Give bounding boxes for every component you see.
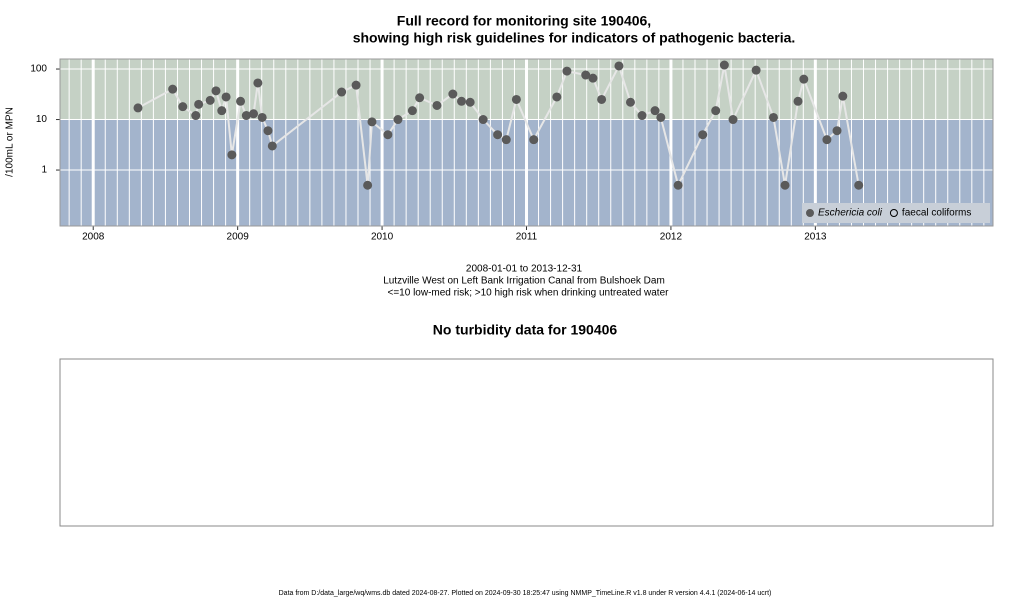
data-point <box>711 106 721 116</box>
legend-box <box>802 203 990 223</box>
data-point <box>656 112 666 122</box>
data-point <box>253 78 263 88</box>
data-point <box>562 66 572 76</box>
chart-subtitle: showing high risk guidelines for indicat… <box>353 30 796 46</box>
data-point <box>832 126 842 136</box>
data-point <box>552 92 562 102</box>
data-point <box>478 115 488 125</box>
data-point <box>465 97 475 107</box>
data-point <box>168 84 178 94</box>
x-tick-label: 2013 <box>804 232 827 243</box>
data-point <box>511 94 521 104</box>
legend-marker <box>806 209 814 217</box>
data-point <box>178 102 188 112</box>
data-point <box>363 180 373 190</box>
data-point <box>432 100 442 110</box>
data-point <box>614 61 624 71</box>
data-point <box>719 60 729 70</box>
x-tick-label: 2011 <box>516 232 538 243</box>
data-point <box>698 130 708 140</box>
data-point <box>793 96 803 106</box>
data-point <box>501 135 511 145</box>
y-tick-label: 10 <box>36 114 48 125</box>
data-point <box>236 96 246 106</box>
y-tick-label: 100 <box>30 64 47 75</box>
data-point <box>205 95 215 105</box>
series-line <box>137 63 860 189</box>
data-point <box>393 115 403 125</box>
data-point <box>751 65 761 75</box>
data-point <box>415 93 425 103</box>
data-point <box>799 74 809 84</box>
data-point <box>673 180 683 190</box>
data-point <box>241 111 251 121</box>
data-point <box>257 112 267 122</box>
x-tick-label: 2008 <box>82 232 105 243</box>
data-point <box>529 135 539 145</box>
data-point <box>263 126 273 136</box>
data-point <box>267 141 277 151</box>
data-point <box>822 135 832 145</box>
x-tick-label: 2012 <box>660 232 683 243</box>
data-point <box>650 106 660 116</box>
data-point <box>337 87 347 97</box>
y-tick-label: 1 <box>41 165 47 176</box>
data-point <box>194 99 204 109</box>
data-point <box>457 96 467 106</box>
x-tick-label: 2009 <box>227 232 250 243</box>
data-point <box>221 92 231 102</box>
data-point <box>367 117 377 127</box>
footer: Data from D:/data_large/wq/wms.db dated … <box>279 590 772 597</box>
data-point <box>780 180 790 190</box>
data-point <box>227 150 237 160</box>
data-point <box>383 130 393 140</box>
data-point <box>625 97 635 107</box>
legend-marker <box>889 209 898 217</box>
data-point <box>133 103 143 113</box>
data-point <box>407 106 417 116</box>
data-point <box>211 86 221 96</box>
legend-label: Eschericia coli <box>818 208 883 219</box>
data-point <box>728 115 738 125</box>
x-tick-label: 2010 <box>371 232 394 243</box>
data-point <box>191 111 201 121</box>
data-point <box>637 111 647 121</box>
caption: Lutzville West on Left Bank Irrigation C… <box>383 276 665 287</box>
data-point <box>588 73 598 83</box>
data-point <box>597 94 607 104</box>
plot-frame <box>59 58 994 227</box>
data-point <box>854 180 864 190</box>
data-point <box>493 130 503 140</box>
chart-title: Full record for monitoring site 190406, <box>397 13 651 29</box>
empty-plot-frame <box>59 358 994 527</box>
caption: <=10 low-med risk; >10 high risk when dr… <box>388 288 670 299</box>
chart-title: No turbidity data for 190406 <box>433 322 618 338</box>
data-point <box>351 80 361 90</box>
data-point <box>249 109 259 119</box>
data-point <box>768 112 778 122</box>
data-point <box>448 89 458 99</box>
data-point <box>217 106 227 116</box>
y-axis-label: /100mL or MPN <box>5 107 16 177</box>
caption: 2008-01-01 to 2013-12-31 <box>466 264 583 275</box>
data-point <box>838 91 848 101</box>
legend-label: faecal coliforms <box>902 208 971 219</box>
